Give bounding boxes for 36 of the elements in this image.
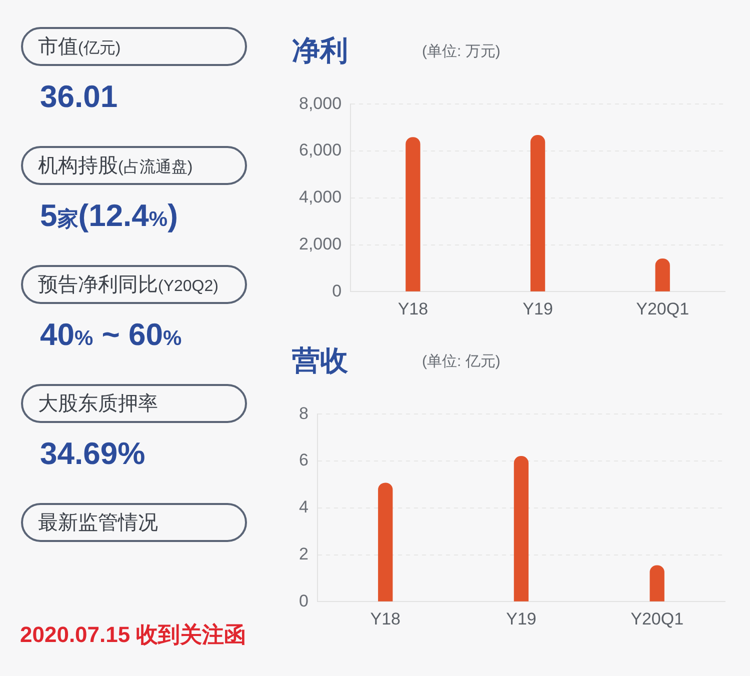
text: 34.69% (40, 436, 146, 470)
bar (655, 258, 670, 292)
x-tick-label: Y18 (370, 609, 401, 628)
x-tick-label: Y18 (398, 299, 428, 318)
text: 36.01 (40, 78, 118, 114)
chart-subtitle: (单位: 万元) (422, 42, 500, 60)
bar (514, 456, 529, 602)
y-tick-label: 8,000 (298, 94, 342, 113)
bar (530, 135, 546, 292)
chart-subtitle: (单位: 亿元) (422, 352, 500, 370)
text: 40% ~ 60% (40, 316, 182, 352)
x-tick-label: Y20Q1 (636, 299, 690, 318)
bar (650, 565, 664, 602)
y-tick-label: 6,000 (298, 140, 342, 160)
x-tick-label: Y19 (506, 609, 536, 628)
chart-title: 营收 (292, 345, 348, 376)
bar (378, 482, 393, 602)
y-tick-label: 8 (298, 404, 308, 423)
text: 预告净利同比(Y20Q2) (38, 274, 218, 296)
y-tick-label: 4 (298, 498, 308, 517)
text: 最新监管情况 (38, 512, 158, 534)
y-tick-label: 0 (332, 281, 342, 300)
text: 机构持股(占流通盘) (38, 154, 193, 176)
text: 市值(亿元) (38, 36, 121, 58)
y-tick-label: 2 (298, 544, 308, 564)
text: 5家(12.4%) (40, 198, 178, 232)
y-tick-label: 2,000 (298, 234, 342, 254)
y-tick-label: 4,000 (298, 188, 342, 207)
text: 大股东质押率 (38, 392, 158, 414)
bar (406, 137, 420, 292)
x-tick-label: Y19 (522, 299, 553, 318)
text: 2020.07.15 收到关注函 (20, 622, 246, 647)
chart-title: 净利 (292, 35, 348, 66)
y-tick-label: 6 (298, 450, 308, 470)
x-tick-label: Y20Q1 (630, 609, 684, 628)
y-tick-label: 0 (298, 591, 308, 610)
